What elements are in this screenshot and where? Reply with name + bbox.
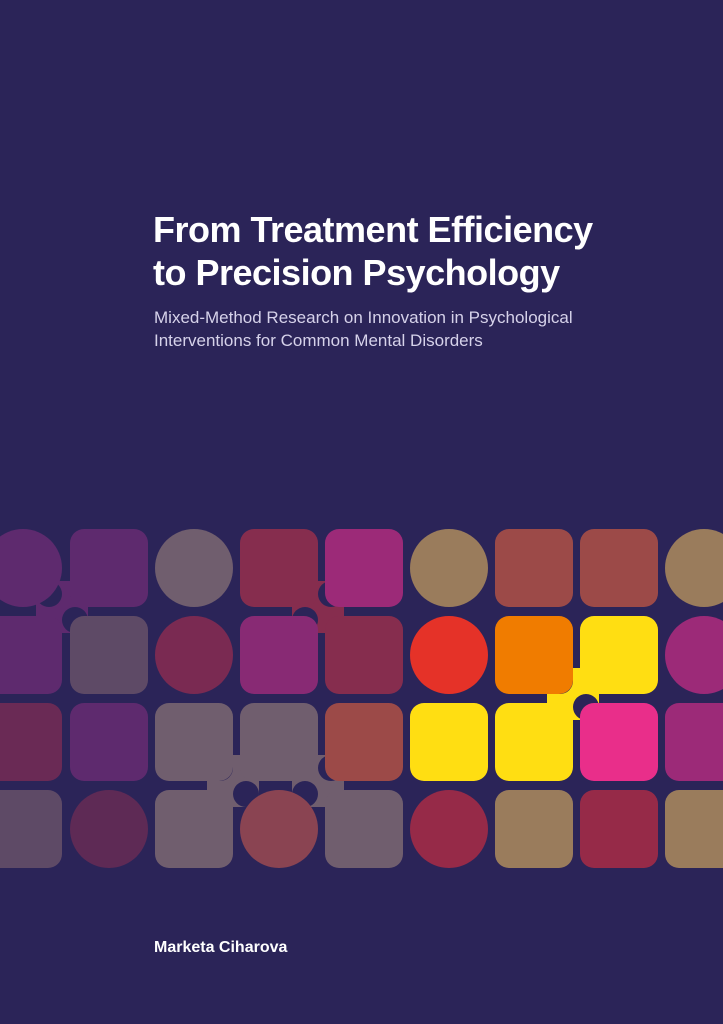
square-tile bbox=[325, 703, 403, 781]
square-tile bbox=[495, 790, 573, 868]
square-tile bbox=[325, 616, 403, 694]
circle-tile bbox=[665, 529, 723, 607]
square-tile bbox=[0, 703, 62, 781]
circle-tile bbox=[665, 616, 723, 694]
subtitle-line-2: Interventions for Common Mental Disorder… bbox=[154, 331, 483, 350]
square-tile bbox=[155, 790, 233, 868]
square-tile bbox=[325, 790, 403, 868]
square-tile bbox=[240, 529, 318, 607]
circle-tile bbox=[410, 616, 488, 694]
square-tile bbox=[495, 703, 573, 781]
book-subtitle: Mixed-Method Research on Innovation in P… bbox=[154, 306, 694, 352]
square-tile bbox=[495, 529, 573, 607]
square-tile bbox=[410, 703, 488, 781]
circle-tile bbox=[410, 790, 488, 868]
circle-tile bbox=[155, 529, 233, 607]
book-title: From Treatment Efficiency to Precision P… bbox=[153, 208, 693, 294]
square-tile bbox=[325, 529, 403, 607]
square-tile bbox=[580, 703, 658, 781]
square-tile bbox=[495, 616, 573, 694]
square-tile bbox=[155, 703, 233, 781]
square-tile bbox=[0, 616, 62, 694]
author-name: Marketa Ciharova bbox=[154, 939, 288, 956]
square-tile bbox=[70, 703, 148, 781]
square-tile bbox=[580, 529, 658, 607]
square-tile bbox=[0, 790, 62, 868]
circle-tile bbox=[70, 790, 148, 868]
square-tile bbox=[580, 616, 658, 694]
circle-tile bbox=[240, 790, 318, 868]
subtitle-line-1: Mixed-Method Research on Innovation in P… bbox=[154, 308, 573, 327]
square-tile bbox=[665, 703, 723, 781]
circle-tile bbox=[0, 529, 62, 607]
square-tile bbox=[70, 616, 148, 694]
circle-tile bbox=[410, 529, 488, 607]
title-line-1: From Treatment Efficiency bbox=[153, 209, 593, 250]
square-tile bbox=[70, 529, 148, 607]
square-tile bbox=[240, 616, 318, 694]
title-line-2: to Precision Psychology bbox=[153, 252, 560, 293]
circle-tile bbox=[155, 616, 233, 694]
square-tile bbox=[240, 703, 318, 781]
decorative-tile-pattern bbox=[0, 529, 723, 868]
square-tile bbox=[665, 790, 723, 868]
square-tile bbox=[580, 790, 658, 868]
